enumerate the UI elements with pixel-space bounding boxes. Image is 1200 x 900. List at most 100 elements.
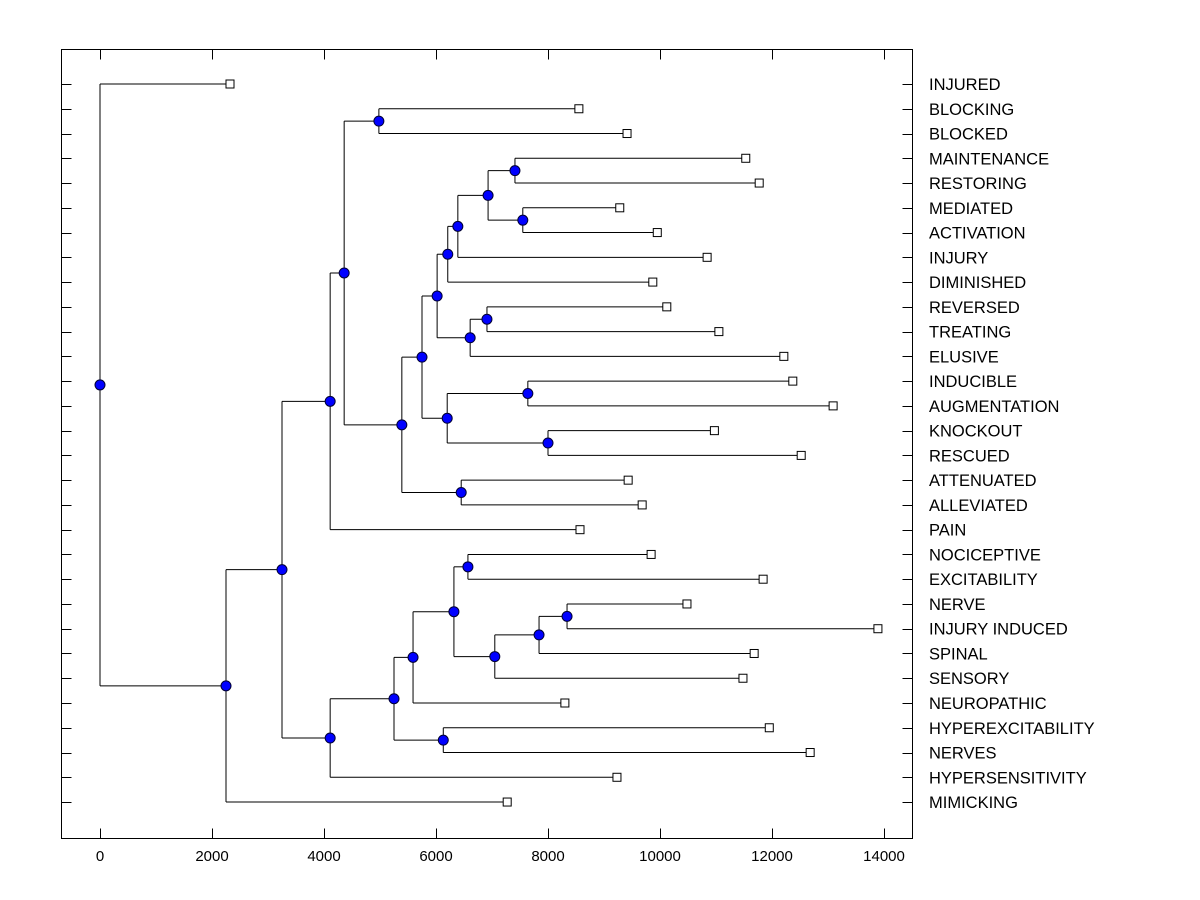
merge-node	[437, 734, 449, 746]
merge-node	[407, 651, 419, 663]
leaf-markers	[225, 79, 883, 807]
leaf-marker	[741, 153, 751, 163]
leaf-label: SENSORY	[929, 670, 1009, 688]
leaf-label: MIMICKING	[929, 794, 1018, 812]
merge-node	[373, 115, 385, 127]
leaf-marker	[828, 401, 838, 411]
merge-node	[441, 412, 453, 424]
leaf-label: KNOCKOUT	[929, 423, 1023, 441]
leaf-label: PAIN	[929, 522, 966, 540]
merge-node	[94, 379, 106, 391]
axis-ticks	[61, 49, 913, 839]
leaf-label: INJURY INDUCED	[929, 621, 1068, 639]
leaf-marker	[754, 178, 764, 188]
leaf-marker	[788, 376, 798, 386]
leaf-label: REVERSED	[929, 299, 1020, 317]
leaf-label: INDUCIBLE	[929, 373, 1017, 391]
leaf-marker	[779, 351, 789, 361]
leaf-labels: INJURED BLOCKING BLOCKED MAINTENANCE RESTORI…	[929, 76, 1095, 812]
x-tick-label: 10000	[639, 848, 681, 865]
leaf-label: INJURED	[929, 76, 1001, 94]
leaf-label: MAINTENANCE	[929, 150, 1049, 168]
leaf-label: MEDIATED	[929, 200, 1013, 218]
leaf-label: SPINAL	[929, 645, 988, 663]
leaf-marker	[662, 302, 672, 312]
x-tick-label: 0	[96, 848, 104, 865]
merge-node	[338, 267, 350, 279]
leaf-marker	[805, 748, 815, 758]
leaf-marker	[738, 673, 748, 683]
leaf-label: NERVE	[929, 596, 986, 614]
leaf-marker	[709, 426, 719, 436]
merge-node	[455, 487, 467, 499]
x-tick-label: 14000	[863, 848, 905, 865]
leaf-marker	[225, 79, 235, 89]
leaf-marker	[612, 772, 622, 782]
merge-node	[416, 351, 428, 363]
leaf-label: DIMINISHED	[929, 274, 1026, 292]
leaf-marker	[615, 203, 625, 213]
leaf-marker	[796, 450, 806, 460]
merge-node	[464, 332, 476, 344]
merge-node	[276, 564, 288, 576]
leaf-label: ACTIVATION	[929, 225, 1026, 243]
merge-node	[481, 313, 493, 325]
leaf-marker	[648, 277, 658, 287]
leaf-label: INJURY	[929, 249, 988, 267]
merge-node	[517, 214, 529, 226]
leaf-label: ATTENUATED	[929, 472, 1037, 490]
x-tick-label: 4000	[307, 848, 340, 865]
leaf-marker	[873, 624, 883, 634]
leaf-label: HYPERSENSITIVITY	[929, 769, 1087, 787]
plot-frame	[61, 49, 913, 839]
merge-node	[561, 610, 573, 622]
leaf-label: ALLEVIATED	[929, 497, 1028, 515]
leaf-label: ELUSIVE	[929, 348, 999, 366]
merge-node	[452, 220, 464, 232]
merge-node	[431, 290, 443, 302]
leaf-label: BLOCKED	[929, 126, 1008, 144]
leaf-marker	[575, 525, 585, 535]
x-tick-label: 12000	[751, 848, 793, 865]
leaf-marker	[682, 599, 692, 609]
leaf-label: RESTORING	[929, 175, 1027, 193]
merge-node	[482, 189, 494, 201]
x-tick-label: 8000	[531, 848, 564, 865]
leaf-marker	[637, 500, 647, 510]
leaf-label: HYPEREXCITABILITY	[929, 720, 1095, 738]
x-tick-label: 6000	[419, 848, 452, 865]
merge-node	[509, 165, 521, 177]
merge-node	[462, 561, 474, 573]
leaf-label: EXCITABILITY	[929, 571, 1038, 589]
leaf-marker	[702, 252, 712, 262]
merge-node	[324, 395, 336, 407]
leaf-marker	[646, 549, 656, 559]
leaf-marker	[652, 228, 662, 238]
leaf-marker	[714, 327, 724, 337]
leaf-marker	[758, 574, 768, 584]
merge-node	[220, 680, 232, 692]
leaf-label: TREATING	[929, 324, 1011, 342]
merge-node	[396, 419, 408, 431]
leaf-marker	[764, 723, 774, 733]
merge-node	[522, 388, 534, 399]
leaf-marker	[502, 797, 512, 807]
leaf-label: AUGMENTATION	[929, 398, 1059, 416]
leaf-marker	[622, 129, 632, 139]
merge-node	[324, 732, 336, 744]
x-tick-labels: 0 2000 4000 6000 8000 10000 12000 14000	[96, 848, 905, 865]
leaf-marker	[574, 104, 584, 114]
merge-node	[448, 606, 460, 618]
merge-node	[442, 248, 454, 260]
merge-node	[533, 629, 545, 641]
leaf-marker	[623, 475, 633, 485]
leaf-marker	[560, 698, 570, 708]
leaf-label: NOCICEPTIVE	[929, 546, 1041, 564]
merge-node	[489, 651, 501, 663]
leaf-label: RESCUED	[929, 447, 1010, 465]
merge-node	[388, 693, 400, 705]
x-tick-label: 2000	[195, 848, 228, 865]
leaf-label: NERVES	[929, 745, 997, 763]
leaf-label: BLOCKING	[929, 101, 1014, 119]
